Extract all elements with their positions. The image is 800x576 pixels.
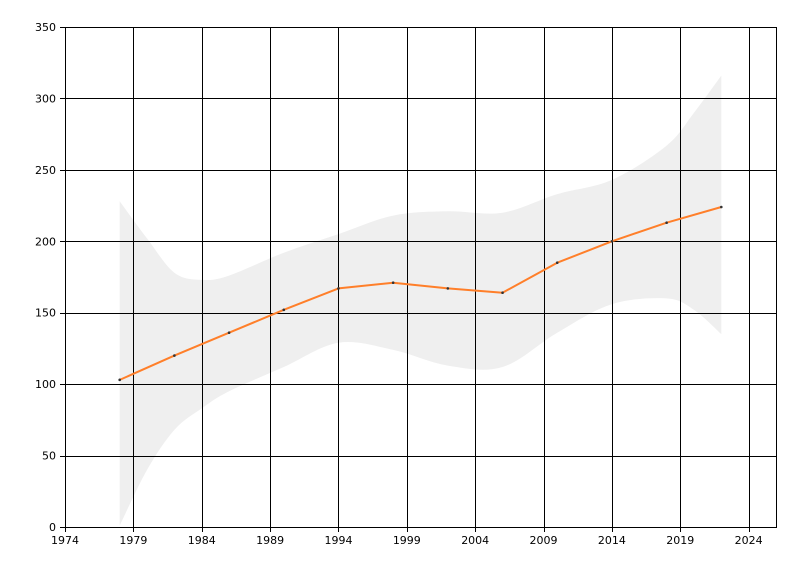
series-layer <box>118 205 723 382</box>
data-point <box>227 331 231 335</box>
x-tick-label: 1974 <box>51 534 79 547</box>
series-line <box>119 206 722 381</box>
y-tick-label: 350 <box>35 21 56 34</box>
x-tick-label: 1999 <box>393 534 421 547</box>
data-point <box>446 287 450 290</box>
y-tick-label: 300 <box>35 92 56 105</box>
data-point <box>665 221 668 225</box>
y-tick-label: 200 <box>35 235 56 248</box>
y-tick-label: 100 <box>35 378 56 391</box>
data-point <box>555 261 559 265</box>
grid-layer <box>65 27 777 527</box>
y-tick-label: 150 <box>35 307 56 320</box>
data-point <box>720 205 723 209</box>
data-point <box>391 281 395 285</box>
data-point <box>173 354 176 357</box>
x-tick-label: 1989 <box>256 534 284 547</box>
confidence-band <box>119 75 722 526</box>
x-tick-label: 1979 <box>119 534 147 547</box>
confidence-band-layer <box>119 75 722 526</box>
axis-layer <box>60 27 777 532</box>
data-point <box>337 287 340 290</box>
data-point <box>118 378 121 382</box>
x-tick-label: 2004 <box>461 534 489 547</box>
x-tick-label: 2019 <box>666 534 694 547</box>
x-tick-label: 1984 <box>188 534 216 547</box>
tick-label-layer: 1974 1979 1984 1989 1994 1999 2004 2009 2014 2019… <box>35 21 763 547</box>
x-tick-label: 1994 <box>324 534 352 547</box>
data-point <box>501 291 504 295</box>
x-tick-label: 2009 <box>530 534 558 547</box>
data-point <box>282 308 286 312</box>
x-tick-label: 2014 <box>598 534 626 547</box>
data-point <box>610 239 614 243</box>
y-tick-label: 50 <box>42 450 56 463</box>
y-tick-label: 250 <box>35 164 56 177</box>
x-tick-label: 2024 <box>735 534 763 547</box>
y-tick-label: 0 <box>49 521 56 534</box>
